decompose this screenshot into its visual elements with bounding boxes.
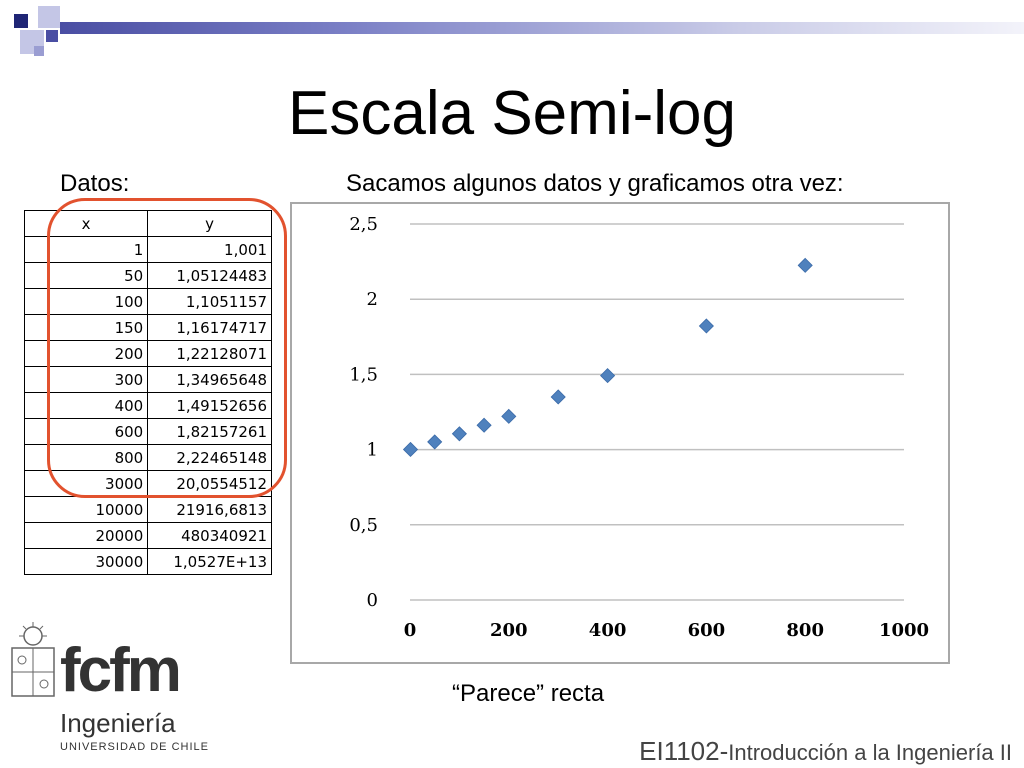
x-tick-label: 800 [786, 620, 824, 641]
cell-y: 480340921 [147, 522, 272, 549]
cell-y: 1,0527E+13 [147, 548, 272, 575]
y-tick-label: 1 [367, 440, 378, 461]
x-tick-label: 0 [404, 620, 417, 641]
cell-y: 1,49152656 [147, 392, 272, 419]
y-tick-label: 0,5 [349, 515, 378, 536]
chart-frame: 0 0,5 1 1,5 2 2,5 0 200 400 600 800 1000 [290, 202, 950, 664]
scatter-chart: 0 0,5 1 1,5 2 2,5 0 200 400 600 800 1000 [349, 214, 929, 641]
footer-course: EI1102-Introducción a la Ingeniería II [639, 736, 1012, 767]
cell-x: 1 [23, 236, 149, 263]
cell-x: 20000 [23, 522, 149, 549]
y-tick-label: 2,5 [349, 214, 378, 235]
cell-y: 21916,6813 [147, 496, 272, 523]
footer-course-code: EI1102- [639, 736, 729, 766]
data-point [600, 368, 616, 384]
cell-y: 1,05124483 [147, 262, 272, 289]
data-point [501, 408, 517, 424]
table-row: 10000 21916,6813 [23, 496, 272, 523]
data-point [427, 434, 443, 450]
university-emblem-icon [11, 622, 55, 697]
cell-x: 3000 [23, 470, 149, 497]
cell-x: 400 [23, 392, 149, 419]
cell-y: 1,16174717 [147, 314, 272, 341]
chart-subtitle: Sacamos algunos datos y graficamos otra … [346, 170, 844, 197]
table-row: 400 1,49152656 [23, 392, 272, 419]
logo-university: UNIVERSIDAD DE CHILE [60, 741, 209, 753]
x-tick-label: 600 [688, 620, 726, 641]
cell-x: 600 [23, 418, 149, 445]
table-row: 150 1,16174717 [23, 314, 272, 341]
cell-y: 1,82157261 [147, 418, 272, 445]
table-row: 1 1,001 [23, 236, 272, 263]
cell-x: 150 [23, 314, 149, 341]
column-header-x: x [23, 210, 149, 237]
header-rule [60, 22, 1024, 34]
table-row: 50 1,05124483 [23, 262, 272, 289]
table-row: 600 1,82157261 [23, 418, 272, 445]
logo-wordmark: fcfm [60, 636, 182, 705]
table-row: 30000 1,0527E+13 [23, 548, 272, 575]
datos-label: Datos: [60, 170, 130, 197]
cell-x: 30000 [23, 548, 149, 575]
cell-x: 800 [23, 444, 149, 471]
logo-subtitle: Ingeniería [60, 708, 176, 738]
note-text: “Parece” recta [452, 680, 605, 707]
slide-title: Escala Semi-log [288, 79, 736, 148]
table-row: 100 1,1051157 [23, 288, 272, 315]
data-point [476, 417, 492, 433]
y-tick-label: 1,5 [349, 364, 378, 385]
footer-course-name: Introducción a la Ingeniería II [728, 740, 1012, 765]
cell-x: 10000 [23, 496, 149, 523]
data-point [402, 441, 419, 458]
data-table: x y 1 1,001 50 1,05124483 100 1,1051157 150… [23, 210, 272, 575]
table-row: 20000 480340921 [23, 522, 272, 549]
data-point [550, 389, 566, 405]
data-point [698, 318, 714, 334]
y-tick-label: 0 [367, 590, 378, 611]
table-row: 300 1,34965648 [23, 366, 272, 393]
highlight-outline [47, 198, 287, 498]
x-tick-label: 400 [589, 620, 627, 641]
cell-y: 1,1051157 [147, 288, 272, 315]
cell-x: 50 [23, 262, 149, 289]
data-point [797, 257, 813, 273]
y-tick-label: 2 [367, 289, 378, 310]
data-point [451, 426, 467, 442]
cell-x: 200 [23, 340, 149, 367]
x-tick-label: 200 [490, 620, 528, 641]
x-tick-label: 1000 [879, 620, 929, 641]
